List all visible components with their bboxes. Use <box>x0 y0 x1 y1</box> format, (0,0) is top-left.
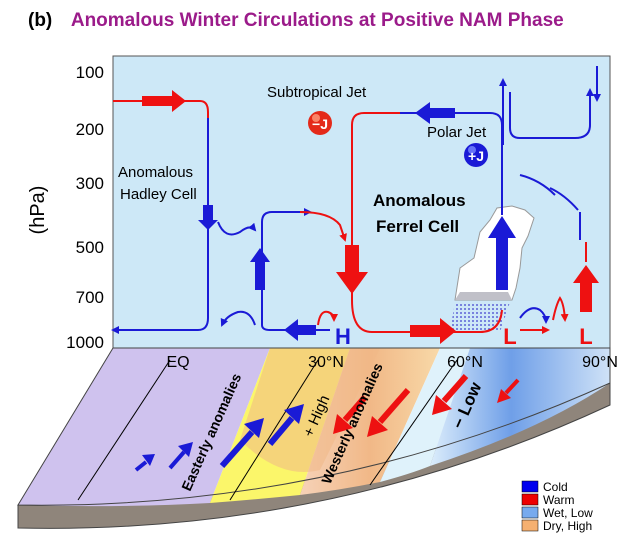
hadley-warm-arrow <box>142 90 186 112</box>
cloud-icon <box>454 205 535 301</box>
westerly-arrow-4-head <box>497 389 511 403</box>
ferrel-cold-left-arrow <box>415 102 455 124</box>
ferrel-label-1: Anomalous <box>373 191 466 210</box>
atmosphere-panel <box>112 55 611 349</box>
easterly-arrow-1 <box>134 460 148 472</box>
hadley-label-1: Anomalous <box>118 164 193 181</box>
ferrel-inner-curl <box>299 211 347 242</box>
easterly-arrow-1-head <box>142 454 155 466</box>
easterly-arrow-3 <box>219 430 255 468</box>
ferrel-label-2: Ferrel Cell <box>376 217 459 236</box>
x-tick-30n: 30°N <box>308 354 344 371</box>
panel-labels: Subtropical Jet Polar Jet Anomalous Hadl… <box>118 84 487 236</box>
x-axis: EQ 30°N 60°N 90°N <box>166 354 617 371</box>
legend-label-cold: Cold <box>543 480 568 494</box>
y-tick-300: 300 <box>76 174 104 193</box>
y-tick-200: 200 <box>76 120 104 139</box>
hadley-inner-loop <box>261 212 330 331</box>
subtropical-jet-sign: −J <box>312 116 328 132</box>
y-tick-1000: 1000 <box>66 333 104 352</box>
surface-tropics <box>18 348 270 507</box>
low-pressure-label-1: L <box>503 324 516 349</box>
legend-swatch-wet-low <box>521 506 539 519</box>
hadley-cold-up-arrow <box>250 248 270 290</box>
low-pressure-label-2: L <box>579 324 592 349</box>
x-tick-90n: 90°N <box>582 354 618 371</box>
surface-wind-arrows <box>134 374 520 472</box>
westerly-arrow-2 <box>377 388 411 424</box>
polar-surface-curl <box>519 307 550 324</box>
polar-jet-label: Polar Jet <box>427 124 487 141</box>
ferrel-cold-up-arrow <box>488 216 516 290</box>
easterly-arrow-3-head <box>244 418 264 438</box>
legend-label-wet-low: Wet, Low <box>543 506 593 520</box>
panel-letter: (b) <box>28 10 53 31</box>
polar-upper-loop <box>509 88 594 139</box>
westerly-arrow-4 <box>504 378 520 395</box>
polar-jet-symbol: +J <box>464 143 488 167</box>
subtropical-jet-label: Subtropical Jet <box>267 84 367 101</box>
hadley-small-curl-2 <box>220 310 256 327</box>
latitude-lines <box>77 359 458 501</box>
easterly-arrow-4 <box>267 416 295 446</box>
surface-pale-band <box>380 348 470 482</box>
legend-swatch-dry-high <box>521 519 539 532</box>
x-tick-eq: EQ <box>166 354 189 371</box>
easterly-arrow-2-head <box>178 442 193 457</box>
subtropical-jet-symbol: −J <box>308 111 332 135</box>
hadley-small-curl-1 <box>217 221 257 236</box>
rain-icon <box>450 302 510 332</box>
westerly-arrow-2-head <box>367 416 388 437</box>
easterly-arrow-4-head <box>284 404 304 424</box>
x-tick-60n: 60°N <box>447 354 483 371</box>
polar-warm-up-arrow <box>573 265 599 312</box>
legend: Cold Warm Wet, Low Dry, High <box>521 480 593 533</box>
cloud-shading <box>455 292 512 300</box>
ferrel-warm-down-arrow <box>336 245 368 294</box>
polar-warm-curl <box>552 296 569 322</box>
y-tick-100: 100 <box>76 63 104 82</box>
surface-westerly-band <box>300 348 440 495</box>
y-axis-label: (hPa) <box>27 186 49 235</box>
polar-jet-sign: +J <box>468 148 484 164</box>
ferrel-h-curl <box>317 310 338 326</box>
easterly-arrow-2 <box>168 450 186 470</box>
high-pressure-label: H <box>335 324 351 349</box>
y-axis: 100 200 300 500 700 1000 <box>66 63 104 352</box>
hadley-label-2: Hadley Cell <box>120 186 197 203</box>
legend-swatch-cold <box>521 480 539 493</box>
legend-swatch-warm <box>521 493 539 506</box>
ferrel-warm-right-arrow <box>410 318 456 344</box>
hadley-cold-left-arrow <box>284 319 316 341</box>
ferrel-warm-loop <box>351 112 400 300</box>
westerly-arrow-1-head <box>333 414 353 434</box>
hadley-descending-flow <box>111 118 209 334</box>
legend-label-warm: Warm <box>543 493 575 507</box>
polar-left-branch <box>519 174 556 196</box>
polar-cell <box>499 66 601 334</box>
westerly-arrow-1 <box>342 395 368 422</box>
figure-title: (b) Anomalous Winter Circulations at Pos… <box>28 10 564 32</box>
legend-label-dry-high: Dry, High <box>543 519 592 533</box>
surface-polar <box>430 348 610 466</box>
y-tick-700: 700 <box>76 288 104 307</box>
westerly-arrow-3 <box>441 374 469 403</box>
y-tick-500: 500 <box>76 238 104 257</box>
title-text: Anomalous Winter Circulations at Positiv… <box>70 10 564 31</box>
polar-right-branch <box>549 187 579 211</box>
surface-outline <box>17 347 611 506</box>
hadley-upper-flow <box>113 100 209 118</box>
westerly-arrow-3-head <box>432 395 452 415</box>
hadley-cell <box>111 100 330 334</box>
hadley-cold-down-arrow <box>198 205 218 230</box>
